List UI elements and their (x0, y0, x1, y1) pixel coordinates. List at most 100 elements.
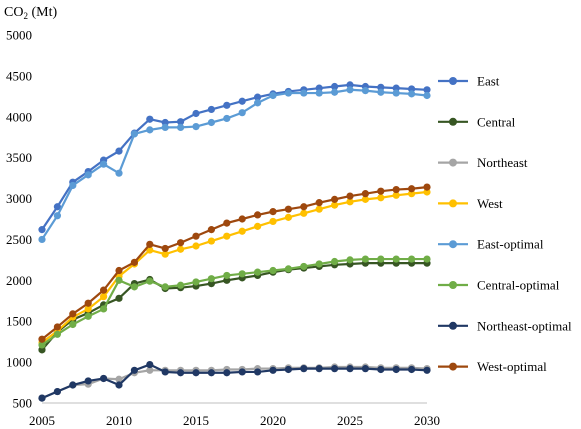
data-point-west-2028 (392, 191, 400, 199)
data-point-west-2020 (269, 217, 277, 226)
x-tick-label-5: 2030 (414, 413, 440, 428)
data-point-west-optimal-2012 (146, 240, 154, 248)
series-line-east-optimal (41, 88, 428, 241)
data-point-east-2030 (423, 86, 431, 94)
data-point-central-optimal-2014 (177, 281, 185, 289)
data-point-central-optimal-2008 (84, 312, 92, 320)
legend-item-east-optimal: East-optimal (438, 237, 544, 252)
data-point-northeast-optimal-2027 (377, 365, 385, 374)
legend-item-east: East (438, 74, 500, 89)
data-point-central-optimal-2016 (207, 275, 215, 283)
data-point-east-optimal-2018 (238, 109, 246, 117)
data-point-northeast-optimal-2021 (284, 365, 292, 374)
y-tick-label-8: 4500 (6, 68, 32, 83)
y-tick-label-4: 2500 (6, 232, 32, 247)
data-point-east-2016 (207, 105, 215, 114)
data-point-east-optimal-2006 (53, 212, 62, 220)
data-point-west-optimal-2017 (223, 219, 231, 227)
data-point-east-2006 (53, 203, 62, 211)
data-point-west-2027 (377, 194, 385, 202)
series-east (38, 81, 431, 234)
data-point-east-optimal-2013 (161, 123, 169, 132)
data-point-west-optimal-2011 (130, 258, 138, 266)
x-tick-label-2: 2015 (183, 413, 209, 428)
data-point-northeast-optimal-2011 (130, 366, 138, 374)
data-point-east-optimal-2008 (84, 171, 92, 179)
data-point-central-optimal-2028 (392, 255, 400, 263)
legend-item-west-optimal: West-optimal (438, 359, 547, 374)
legend-label-east-optimal: East-optimal (477, 237, 544, 252)
y-tick-label-0: 500 (13, 396, 33, 411)
y-tick-label-1: 1000 (6, 355, 32, 370)
data-point-northeast-optimal-2015 (192, 369, 200, 377)
data-point-east-optimal-2028 (392, 89, 400, 97)
data-point-central-optimal-2026 (361, 255, 369, 263)
y-axis-title-main: CO (4, 5, 23, 20)
data-point-east-optimal-2007 (69, 181, 77, 190)
y-axis-title-subscript: 2 (23, 11, 28, 21)
data-point-northeast-optimal-2012 (146, 360, 154, 369)
data-point-northeast-2012 (146, 366, 154, 374)
data-point-west-optimal-2022 (300, 203, 308, 211)
data-point-central-optimal-2013 (161, 283, 169, 291)
data-point-east-2015 (192, 109, 200, 118)
data-point-east-optimal-2021 (284, 89, 292, 97)
y-tick-label-3: 2000 (6, 273, 32, 288)
data-point-central-optimal-2018 (238, 270, 246, 278)
data-point-west-2015 (192, 242, 200, 250)
data-point-central-optimal-2010 (115, 276, 123, 284)
data-point-east-optimal-2005 (38, 235, 46, 244)
legend-item-northeast-optimal: Northeast-optimal (438, 318, 572, 333)
data-point-northeast-optimal-2005 (38, 394, 46, 402)
data-point-central-optimal-2017 (223, 271, 231, 280)
data-point-central-optimal-2021 (284, 265, 292, 273)
legend-swatch-marker-northeast-optimal (449, 321, 457, 330)
y-tick-label-6: 3500 (6, 150, 32, 165)
data-point-west-optimal-2007 (69, 310, 77, 318)
data-point-central-optimal-2023 (315, 260, 323, 268)
y-axis-title: CO2 (Mt) (4, 5, 57, 21)
data-point-west-optimal-2009 (100, 286, 108, 294)
data-point-west-optimal-2013 (161, 244, 169, 253)
data-point-central-optimal-2015 (192, 278, 200, 286)
data-point-west-2025 (346, 198, 354, 206)
data-point-east-optimal-2015 (192, 122, 200, 131)
legend-item-northeast: Northeast (438, 155, 528, 170)
data-point-east-optimal-2020 (269, 91, 277, 100)
data-point-west-2026 (361, 195, 369, 203)
data-point-northeast-optimal-2014 (177, 369, 185, 377)
data-point-east-optimal-2017 (223, 114, 231, 123)
data-point-west-optimal-2006 (53, 323, 62, 331)
y-tick-label-5: 3000 (6, 191, 32, 206)
data-point-east-optimal-2016 (207, 118, 215, 127)
legend-swatch-marker-west-optimal (449, 362, 457, 371)
y-axis-ticks: 500 1000 1500 2000 2500 3000 3500 4000 4500 5000 (6, 28, 32, 411)
data-point-central-optimal-2027 (377, 255, 385, 263)
legend-swatch-marker-central (449, 117, 457, 126)
data-point-northeast-2010 (115, 375, 123, 383)
data-point-northeast-optimal-2020 (269, 366, 277, 374)
data-point-west-optimal-2030 (423, 183, 431, 191)
data-point-east-2012 (146, 115, 154, 123)
x-tick-label-1: 2010 (106, 413, 132, 428)
legend-swatch-marker-west (449, 199, 457, 208)
data-point-east-2010 (115, 147, 123, 155)
data-point-northeast-optimal-2017 (223, 369, 231, 377)
data-point-east-optimal-2023 (315, 89, 323, 97)
data-point-west-optimal-2010 (115, 266, 123, 275)
data-point-west-2017 (223, 232, 231, 240)
legend-item-west: West (438, 196, 503, 211)
data-point-northeast-optimal-2028 (392, 365, 400, 374)
data-point-west-optimal-2029 (408, 185, 416, 193)
legend-label-central-optimal: Central-optimal (477, 278, 560, 293)
data-point-west-optimal-2018 (238, 215, 246, 223)
data-point-west-2016 (207, 237, 215, 245)
series-northeast-optimal (38, 360, 431, 402)
series-central-optimal (38, 255, 431, 349)
legend-label-west: West (477, 196, 503, 211)
data-point-east-optimal-2025 (346, 86, 354, 94)
series-east-optimal (38, 86, 431, 244)
svg-text:CO2 (Mt): CO2 (Mt) (4, 5, 57, 21)
legend-label-central: Central (477, 114, 516, 129)
